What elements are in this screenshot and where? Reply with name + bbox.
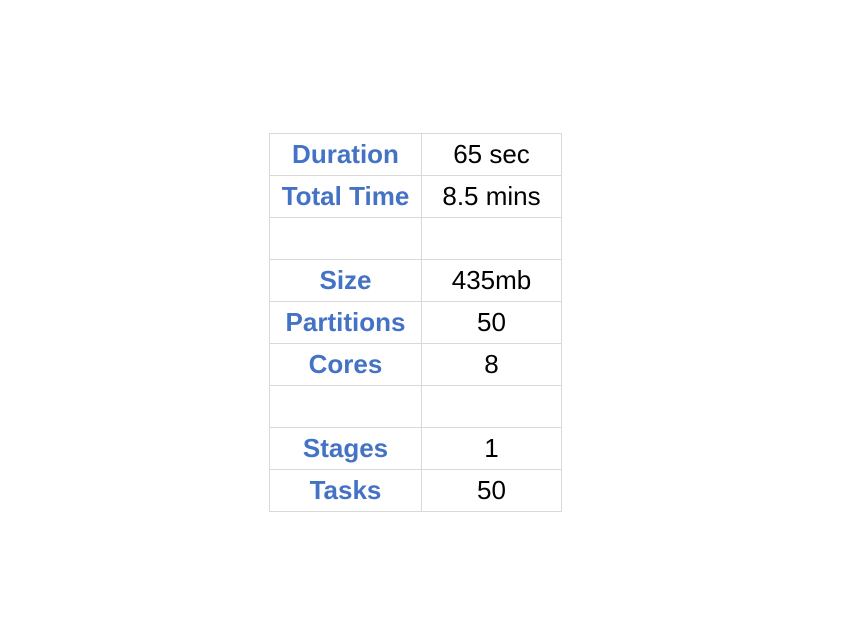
- table-row: [269, 217, 562, 260]
- size-value[interactable]: 435mb: [421, 259, 562, 302]
- metrics-table: Duration 65 sec Total Time 8.5 mins Size…: [269, 133, 562, 512]
- table-row: Duration 65 sec: [269, 133, 562, 176]
- empty-cell[interactable]: [421, 385, 562, 428]
- empty-cell[interactable]: [421, 217, 562, 260]
- partitions-value[interactable]: 50: [421, 301, 562, 344]
- tasks-value[interactable]: 50: [421, 469, 562, 512]
- table-row: [269, 385, 562, 428]
- cores-value[interactable]: 8: [421, 343, 562, 386]
- empty-cell[interactable]: [269, 217, 422, 260]
- size-label[interactable]: Size: [269, 259, 422, 302]
- stages-label[interactable]: Stages: [269, 427, 422, 470]
- duration-value[interactable]: 65 sec: [421, 133, 562, 176]
- table-row: Partitions 50: [269, 301, 562, 344]
- table-row: Size 435mb: [269, 259, 562, 302]
- total-time-value[interactable]: 8.5 mins: [421, 175, 562, 218]
- stages-value[interactable]: 1: [421, 427, 562, 470]
- table-row: Tasks 50: [269, 469, 562, 512]
- cores-label[interactable]: Cores: [269, 343, 422, 386]
- empty-cell[interactable]: [269, 385, 422, 428]
- table-row: Total Time 8.5 mins: [269, 175, 562, 218]
- table-row: Stages 1: [269, 427, 562, 470]
- table-row: Cores 8: [269, 343, 562, 386]
- duration-label[interactable]: Duration: [269, 133, 422, 176]
- total-time-label[interactable]: Total Time: [269, 175, 422, 218]
- partitions-label[interactable]: Partitions: [269, 301, 422, 344]
- tasks-label[interactable]: Tasks: [269, 469, 422, 512]
